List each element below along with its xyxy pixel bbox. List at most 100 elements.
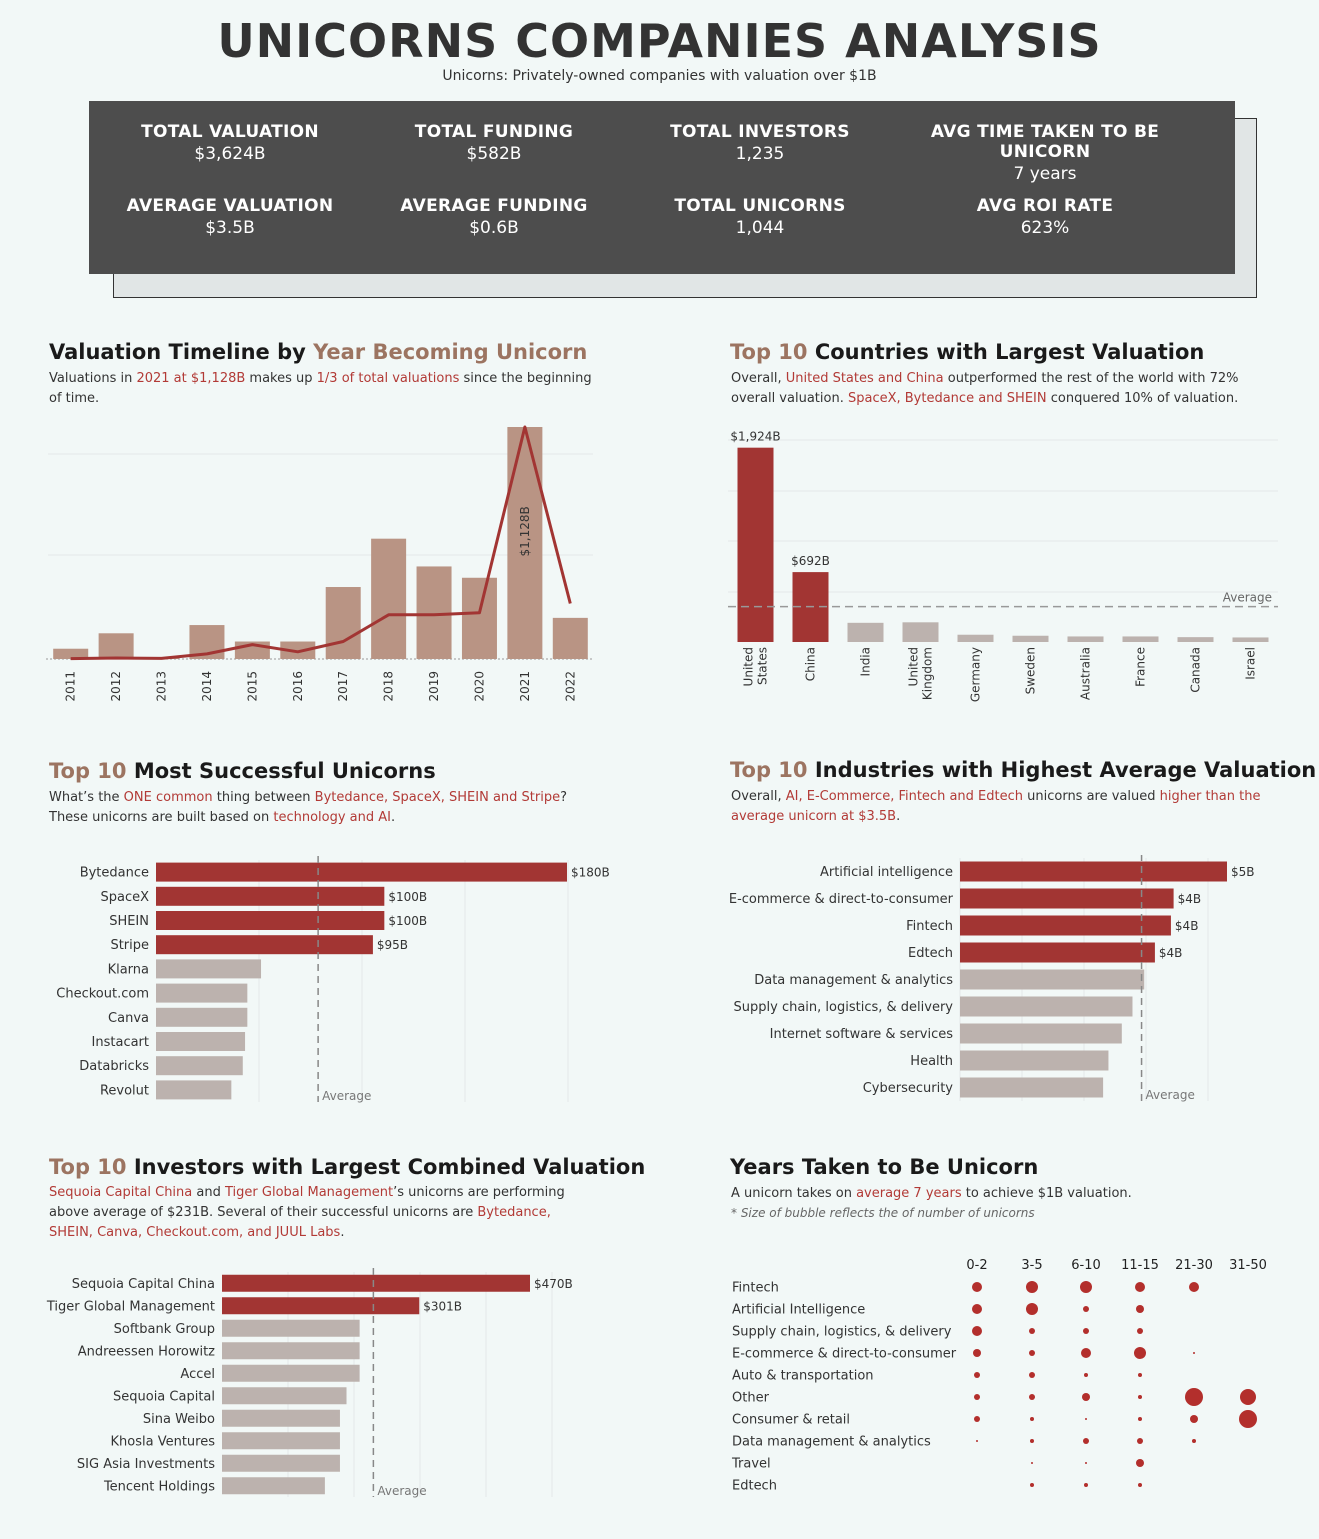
bubble <box>972 1282 982 1292</box>
country-bar <box>1012 635 1049 642</box>
bubble <box>1080 1281 1092 1293</box>
description-text: ’s unicorns are performing above average… <box>49 1185 565 1220</box>
highlight-text: 1/3 of total valuations <box>316 371 460 386</box>
bar <box>156 1007 248 1027</box>
investors-chart: Sequoia Capital China $470B Tiger Global M… <box>46 1268 573 1498</box>
row-label: E-commerce & direct-to-consumer <box>732 1347 957 1362</box>
bubble <box>1137 1328 1143 1334</box>
kpi-label: TOTAL VALUATION <box>141 122 319 142</box>
x-tick-label: United <box>742 647 756 686</box>
x-tick-label: 2022 <box>563 671 577 702</box>
category-label: Cybersecurity <box>863 1081 954 1096</box>
bubble <box>1239 1410 1257 1428</box>
bubble <box>1026 1281 1038 1293</box>
category-label: Edtech <box>908 946 953 961</box>
kpi-value: 7 years <box>1013 164 1077 184</box>
bar-data-label: $100B <box>388 890 427 904</box>
description-text: conquered 10% of valuation. <box>1046 391 1239 406</box>
kpi-value: 1,044 <box>735 218 785 238</box>
x-tick-label: United <box>907 647 921 686</box>
bubble <box>1138 1395 1142 1399</box>
x-tick-label: 2017 <box>336 671 350 702</box>
industries-description: Overall, AI, E-Commerce, Fintech and Edt… <box>731 787 1276 827</box>
bubble <box>1030 1483 1034 1487</box>
bar <box>222 1432 340 1450</box>
bubble <box>1190 1415 1198 1423</box>
kpi-card: AVERAGE VALUATION $3.5B <box>90 196 370 238</box>
kpi-card: AVERAGE FUNDING $0.6B <box>354 196 634 238</box>
timeline-bar <box>53 648 89 659</box>
kpi-label: TOTAL FUNDING <box>414 122 574 142</box>
countries-title-a: Top 10 <box>730 340 808 364</box>
kpi-value: $0.6B <box>469 218 519 238</box>
investors-title: Top 10 Investors with Largest Combined V… <box>49 1155 645 1179</box>
kpi-value: $3.5B <box>205 218 255 238</box>
kpi-value: 623% <box>1020 218 1070 238</box>
bar <box>156 959 262 979</box>
years-chart: 0-2 3-5 6-10 11-15 21-30 31-50 Fintech Artifici… <box>731 1258 1267 1494</box>
highlight-text: United States and China <box>785 371 944 386</box>
country-bar <box>737 447 774 642</box>
bubble <box>1136 1459 1144 1467</box>
bar-data-label: $692B <box>791 554 830 568</box>
bar-data-label: $4B <box>1159 946 1183 960</box>
bar <box>156 1080 232 1100</box>
bar-data-label: $5B <box>1231 865 1255 879</box>
country-bar <box>902 622 939 642</box>
timeline-bar <box>507 427 543 659</box>
bar-data-label: $4B <box>1175 919 1199 933</box>
kpi-card: AVG ROI RATE 623% <box>905 196 1185 238</box>
bar <box>156 862 567 882</box>
timeline-bar <box>98 633 134 659</box>
x-tick-label: 2020 <box>472 671 486 702</box>
unicorns-chart: Bytedance $180B SpaceX $100B SHEIN $100B Strip… <box>56 856 610 1103</box>
bubble <box>1029 1350 1035 1356</box>
years-description: A unicorn takes on average 7 years to ac… <box>731 1184 1276 1204</box>
x-tick-label: Sweden <box>1024 647 1038 694</box>
bubble <box>1083 1328 1089 1334</box>
kpi-label: TOTAL INVESTORS <box>670 122 850 142</box>
x-tick-label: France <box>1134 647 1148 687</box>
kpi-value: $3,624B <box>194 144 266 164</box>
x-tick-label: 2019 <box>427 671 441 702</box>
kpi-card: AVG TIME TAKEN TO BE UNICORN 7 years <box>905 122 1185 184</box>
bubble <box>972 1304 982 1314</box>
bubble <box>1083 1438 1089 1444</box>
kpi-card: TOTAL FUNDING $582B <box>354 122 634 164</box>
x-tick-label: Australia <box>1079 647 1093 700</box>
unicorns-title-a: Top 10 <box>49 759 127 783</box>
column-header: 6-10 <box>1071 1258 1101 1273</box>
x-tick-label: 2011 <box>64 671 78 702</box>
category-label: Artificial intelligence <box>820 865 953 880</box>
description-text: . <box>340 1225 345 1240</box>
description-text: ? These unicorns are built based on <box>49 790 568 825</box>
bar-data-label: $1,128B <box>518 506 532 556</box>
years-title-b: Years Taken to Be Unicorn <box>730 1155 1039 1179</box>
bubble <box>1185 1388 1203 1406</box>
bar <box>960 1050 1109 1071</box>
bubble <box>1134 1347 1146 1359</box>
bubble <box>973 1349 981 1357</box>
bar <box>960 1023 1122 1044</box>
bubble <box>1082 1393 1090 1401</box>
category-label: Klarna <box>108 962 149 977</box>
countries-title-b: Countries with Largest Valuation <box>807 340 1205 364</box>
description-text: Overall, <box>731 371 786 386</box>
timeline-bar <box>371 538 407 659</box>
timeline-title-a: Valuation Timeline by <box>49 340 314 364</box>
bar <box>156 1032 246 1051</box>
bubble <box>1189 1282 1199 1292</box>
category-label: Khosla Ventures <box>111 1434 216 1449</box>
bar <box>960 861 1227 882</box>
x-tick-label: Israel <box>1244 647 1258 680</box>
description-text: and <box>192 1185 225 1200</box>
category-label: Accel <box>180 1367 215 1382</box>
bubble <box>1029 1372 1035 1378</box>
timeline-bar <box>552 617 588 659</box>
bubble <box>1135 1282 1145 1292</box>
x-tick-label: 2016 <box>291 671 305 702</box>
timeline-chart: 2011 2012 2013 2014 2015 2016 2017 2018 2019 2020… <box>46 425 593 702</box>
timeline-bar <box>280 641 316 659</box>
description-text: unicorns are valued <box>1023 789 1160 804</box>
row-label: Supply chain, logistics, & delivery <box>732 1325 952 1340</box>
